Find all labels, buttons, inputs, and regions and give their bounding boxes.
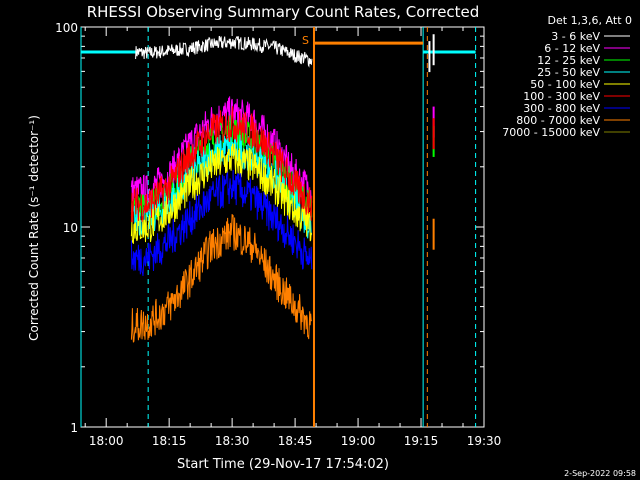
x-tick-label: 18:15 — [152, 434, 187, 448]
legend-header: Det 1,3,6, Att 0 — [548, 14, 632, 27]
x-tick-label: 18:30 — [215, 434, 250, 448]
series-line — [130, 169, 313, 276]
chart-title: RHESSI Observing Summary Count Rates, Co… — [87, 3, 480, 21]
legend-label: 25 - 50 keV — [537, 66, 600, 79]
x-tick-label: 19:00 — [341, 434, 376, 448]
legend-label: 100 - 300 keV — [523, 90, 600, 103]
series-line — [130, 143, 313, 244]
legend-label: 800 - 7000 keV — [516, 114, 600, 127]
series-line — [135, 35, 313, 68]
flag-label: S — [302, 34, 309, 47]
series-line — [130, 106, 313, 223]
x-tick-label: 19:15 — [404, 434, 439, 448]
y-tick-label: 10 — [63, 221, 78, 235]
x-tick-label: 18:00 — [89, 434, 124, 448]
series-line — [130, 213, 313, 343]
legend-label: 50 - 100 keV — [530, 78, 600, 91]
y-tick-label: 100 — [55, 21, 78, 35]
footer-date: 2-Sep-2022 09:58 — [564, 469, 636, 478]
legend-label: 7000 - 15000 keV — [502, 126, 600, 139]
x-axis-label: Start Time (29-Nov-17 17:54:02) — [177, 457, 389, 472]
legend-label: 12 - 25 keV — [537, 54, 600, 67]
legend-label: 6 - 12 keV — [544, 42, 600, 55]
x-tick-label: 19:30 — [467, 434, 502, 448]
y-axis-label: Corrected Count Rate (s⁻¹ detector⁻¹) — [27, 115, 41, 341]
legend-label: 300 - 800 keV — [523, 102, 600, 115]
legend-label: 3 - 6 keV — [551, 30, 600, 43]
y-tick-label: 1 — [70, 421, 78, 435]
x-tick-label: 18:45 — [278, 434, 313, 448]
